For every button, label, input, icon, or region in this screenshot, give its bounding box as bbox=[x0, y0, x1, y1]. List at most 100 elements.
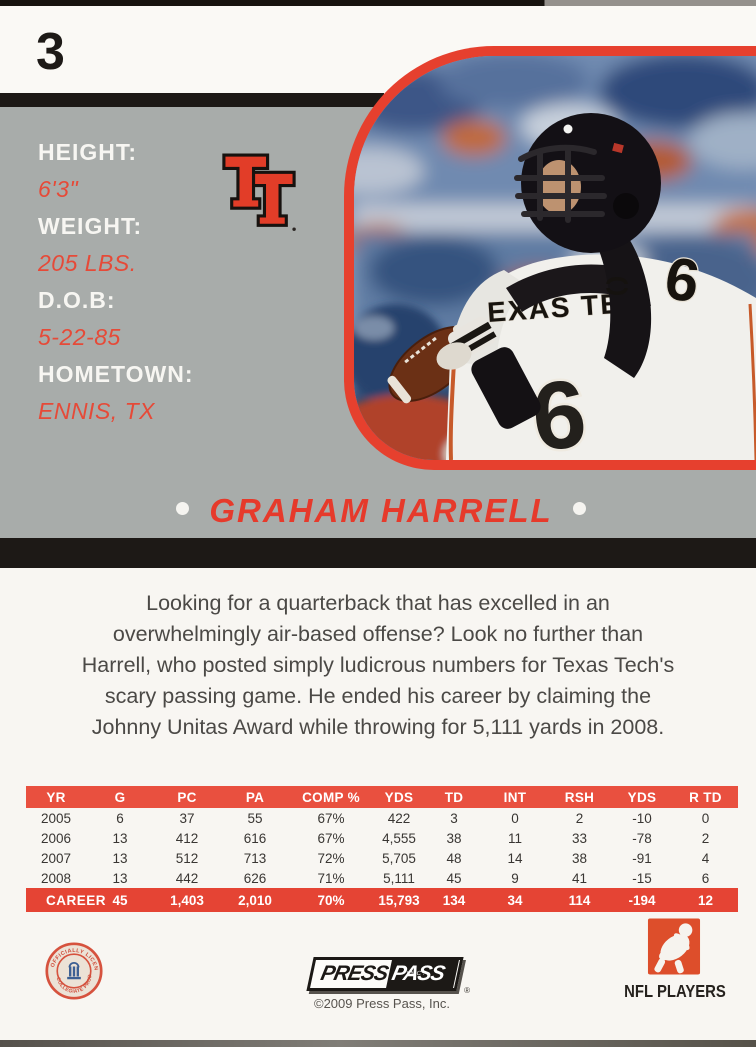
stats-header-cell: TD bbox=[444, 789, 464, 805]
stats-cell: 55 bbox=[247, 810, 263, 826]
stats-cell: 41 bbox=[571, 870, 588, 886]
bullet-dot-right bbox=[572, 501, 586, 515]
stats-cell: 13 bbox=[112, 870, 128, 886]
stats-cell: 0 bbox=[701, 810, 710, 826]
press-pass-logo: PRESS PASS INC. ® bbox=[306, 957, 470, 995]
stats-header-row: YR G PC PA COMP % YDS TD INT RSH YDS R TD bbox=[26, 786, 738, 808]
info-label: WEIGHT: bbox=[38, 213, 143, 239]
stats-cell: -91 bbox=[632, 850, 652, 866]
stats-cell: 38 bbox=[571, 850, 588, 866]
seal-column-icon bbox=[67, 961, 81, 980]
stats-header-cell: PA bbox=[245, 789, 265, 805]
stats-table: YR G PC PA COMP % YDS TD INT RSH YDS R TD 2005 6 37 5… bbox=[26, 786, 738, 912]
info-value: 5-22-85 bbox=[38, 324, 121, 350]
info-value: 205 LBS. bbox=[38, 250, 137, 276]
stats-header-cell: YDS bbox=[627, 789, 657, 805]
stats-cell: 2008 bbox=[40, 870, 72, 886]
player-photo: 6 EXAS TE 6 bbox=[344, 46, 756, 470]
stats-body: 2005 6 37 55 67% 422 3 0 2 -10 0 2006 13 412 616 67% 4,5… bbox=[26, 808, 738, 888]
stats-row: 2007 13 512 713 72% 5,705 48 14 38 -91 4 bbox=[26, 848, 738, 868]
stats-cell: 9 bbox=[511, 870, 519, 886]
stats-career-cell: 134 bbox=[442, 892, 466, 908]
stats-career-cell: 45 bbox=[112, 892, 128, 908]
stats-cell: 14 bbox=[507, 850, 523, 866]
stats-header-cell: YDS bbox=[384, 789, 414, 805]
stats-career-cell: 2,010 bbox=[238, 892, 272, 908]
stats-cell: 4,555 bbox=[382, 830, 416, 846]
texas-tech-logo bbox=[222, 153, 296, 231]
stats-cell: 6 bbox=[701, 870, 710, 886]
stats-header-cell: RSH bbox=[564, 789, 595, 805]
stats-cell: 38 bbox=[446, 830, 462, 846]
stats-header-cell: PC bbox=[177, 789, 197, 805]
collegiate-license-seal: OFFICIALLY LICENSED COLLEGIATE PRODUCTS bbox=[45, 942, 103, 1000]
player-name-row: GRAHAM HARRELL bbox=[3, 492, 756, 530]
stats-cell: 67% bbox=[317, 810, 345, 826]
stats-row: 2005 6 37 55 67% 422 3 0 2 -10 0 bbox=[26, 808, 738, 828]
stats-cell: 2006 bbox=[40, 830, 72, 846]
stats-cell: 37 bbox=[179, 810, 195, 826]
stats-cell: 412 bbox=[175, 830, 199, 846]
stats-cell: 3 bbox=[450, 810, 458, 826]
player-name: GRAHAM HARRELL bbox=[209, 492, 553, 529]
stats-cell: 5,705 bbox=[382, 850, 416, 866]
stats-cell: 67% bbox=[317, 830, 345, 846]
nfl-players-logo bbox=[647, 918, 701, 975]
stats-cell: -10 bbox=[632, 810, 652, 826]
registered-mark: ® bbox=[464, 986, 470, 995]
stats-cell: 442 bbox=[175, 870, 199, 886]
stats-cell: 616 bbox=[243, 830, 267, 846]
press-pass-logo-pass: PASS INC. bbox=[386, 960, 459, 988]
stats-row: 2008 13 442 626 71% 5,111 45 9 41 -15 6 bbox=[26, 868, 738, 888]
stats-cell: 45 bbox=[446, 870, 462, 886]
stats-cell: 72% bbox=[317, 850, 345, 866]
stats-cell: 422 bbox=[387, 810, 411, 826]
stats-cell: 4 bbox=[701, 850, 710, 866]
stats-career-cell: 70% bbox=[317, 892, 345, 908]
copyright-line: ©2009 Press Pass, Inc. bbox=[313, 996, 451, 1011]
stats-cell: -78 bbox=[632, 830, 652, 846]
stats-cell: 11 bbox=[507, 830, 522, 846]
card-bottom-edge bbox=[0, 1040, 756, 1047]
black-stripe-top bbox=[0, 93, 384, 107]
info-label: D.O.B: bbox=[38, 287, 116, 313]
quarterback: 6 EXAS TE 6 bbox=[436, 113, 756, 460]
card-number: 3 bbox=[36, 23, 65, 81]
stats-cell: 0 bbox=[511, 810, 519, 826]
stats-header-cell: YR bbox=[46, 789, 66, 805]
black-stripe-bottom bbox=[0, 538, 756, 568]
stats-career-cell: -194 bbox=[628, 892, 656, 908]
stats-career-cell: 114 bbox=[568, 892, 591, 908]
stats-cell: 33 bbox=[571, 830, 588, 846]
stats-cell: 5,111 bbox=[383, 870, 415, 886]
stats-career-cell: 12 bbox=[697, 892, 714, 908]
chinstrap-shadow bbox=[592, 214, 652, 378]
player-info-list: HEIGHT: 6'3" WEIGHT: 205 LBS. D.O.B: 5-22-85 H… bbox=[38, 134, 238, 430]
bullet-dot-left bbox=[176, 501, 190, 515]
facemask bbox=[514, 144, 607, 223]
stats-cell: 626 bbox=[243, 870, 267, 886]
stats-cell: 512 bbox=[175, 850, 199, 866]
stats-career-cell: 15,793 bbox=[378, 892, 420, 908]
stats-cell: -15 bbox=[632, 870, 652, 886]
info-value: ENNIS, TX bbox=[38, 398, 155, 424]
stats-career-cell: 1,403 bbox=[170, 892, 204, 908]
stats-cell: 13 bbox=[112, 850, 128, 866]
stats-header-cell: COMP % bbox=[302, 789, 360, 805]
stats-header-cell: R TD bbox=[689, 789, 722, 805]
press-pass-logo-press: PRESS bbox=[318, 962, 390, 985]
stats-cell: 713 bbox=[243, 850, 267, 866]
stats-cell: 71% bbox=[317, 870, 345, 886]
info-value: 6'3" bbox=[38, 176, 79, 202]
stats-cell: 6 bbox=[116, 810, 124, 826]
helmet bbox=[514, 113, 661, 253]
nfl-players-label: NFL PLAYERS bbox=[624, 981, 726, 1001]
stats-header-cell: INT bbox=[503, 789, 527, 805]
registered-mark-dot bbox=[292, 227, 296, 231]
stats-cell: 2 bbox=[701, 830, 710, 846]
hand bbox=[436, 342, 472, 370]
stats-cell: 2007 bbox=[40, 850, 72, 866]
stats-cell: 48 bbox=[446, 850, 462, 866]
stats-row: 2006 13 412 616 67% 4,555 38 11 33 -78 2 bbox=[26, 828, 738, 848]
stats-cell: 2 bbox=[575, 810, 584, 826]
